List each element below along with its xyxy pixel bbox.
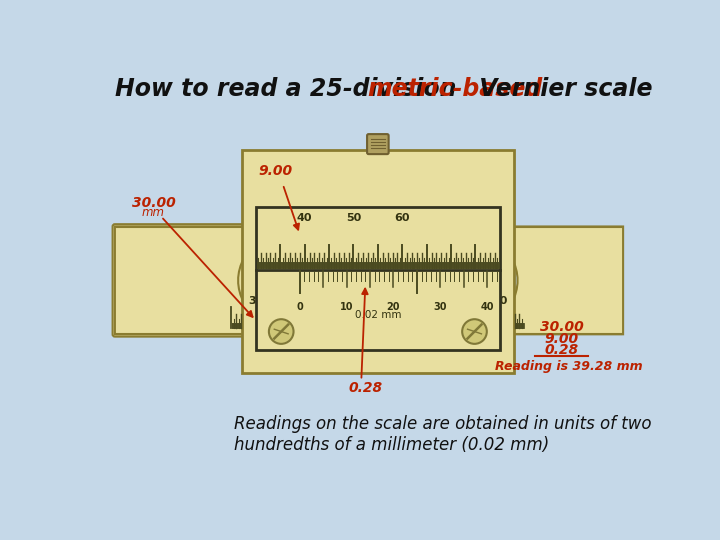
Text: 60: 60 bbox=[395, 213, 410, 223]
Text: How to read a 25-division: How to read a 25-division bbox=[115, 77, 464, 102]
Text: metric-based: metric-based bbox=[367, 77, 543, 102]
Text: 0.02 mm: 0.02 mm bbox=[355, 309, 401, 320]
Text: Reading is 39.28 mm: Reading is 39.28 mm bbox=[495, 360, 643, 373]
Text: 0: 0 bbox=[297, 302, 303, 312]
Text: 0.28: 0.28 bbox=[544, 343, 579, 357]
Text: 30: 30 bbox=[433, 302, 447, 312]
Text: mm: mm bbox=[142, 206, 165, 219]
Text: 0.28: 0.28 bbox=[348, 381, 382, 395]
Text: 9.00: 9.00 bbox=[258, 164, 292, 178]
Text: 30: 30 bbox=[248, 295, 264, 306]
FancyBboxPatch shape bbox=[256, 207, 500, 350]
Text: Vernier scale: Vernier scale bbox=[472, 77, 653, 102]
Text: 50: 50 bbox=[346, 213, 361, 223]
Text: 9.00: 9.00 bbox=[544, 332, 579, 346]
PathPatch shape bbox=[511, 226, 623, 334]
Text: 80: 80 bbox=[492, 295, 508, 306]
Text: Readings on the scale are obtained in units of two
hundredths of a millimeter (0: Readings on the scale are obtained in un… bbox=[234, 415, 652, 454]
Text: 10: 10 bbox=[340, 302, 354, 312]
Text: 40: 40 bbox=[297, 213, 312, 223]
Text: 30.00: 30.00 bbox=[539, 320, 583, 334]
Circle shape bbox=[269, 319, 294, 344]
FancyBboxPatch shape bbox=[242, 150, 514, 373]
Text: 20: 20 bbox=[387, 302, 400, 312]
FancyBboxPatch shape bbox=[367, 134, 389, 154]
PathPatch shape bbox=[115, 226, 244, 334]
Text: 30.00: 30.00 bbox=[132, 197, 175, 211]
Text: 40: 40 bbox=[480, 302, 494, 312]
FancyBboxPatch shape bbox=[112, 224, 248, 336]
Circle shape bbox=[462, 319, 487, 344]
